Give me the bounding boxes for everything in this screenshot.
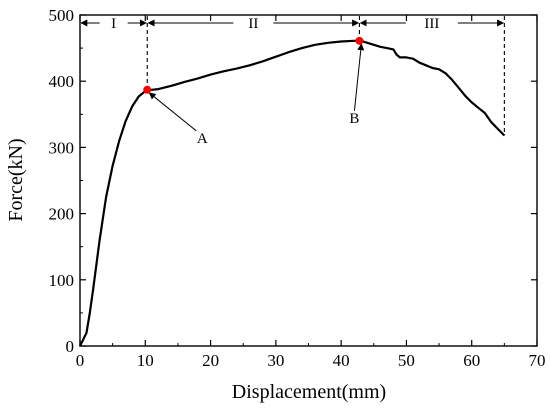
y-tick-label: 400: [49, 72, 75, 91]
x-tick-label: 50: [398, 351, 415, 370]
annotation-arrow: [148, 92, 197, 132]
x-axis-title: Displacement(mm): [232, 381, 386, 403]
y-tick-label: 500: [49, 6, 75, 25]
data-point-marker: [143, 85, 152, 94]
y-axis-title: Force(kN): [5, 138, 27, 221]
x-tick-label: 60: [463, 351, 480, 370]
y-tick-label: 0: [66, 337, 75, 356]
x-tick-label: 0: [76, 351, 85, 370]
series-line: [79, 39, 506, 347]
y-tick-label: 300: [49, 138, 75, 157]
x-tick-label: 70: [529, 351, 546, 370]
annotation-arrow: [353, 43, 365, 111]
x-tick-label: 20: [202, 351, 219, 370]
region-label: I: [111, 16, 116, 32]
x-tick-label: 30: [267, 351, 284, 370]
region-label: III: [424, 16, 439, 32]
point-label: A: [197, 131, 208, 147]
y-tick-label: 200: [49, 205, 75, 224]
plot-frame: [79, 14, 538, 347]
data-point-marker: [355, 36, 364, 45]
x-tick-label: 40: [333, 351, 350, 370]
y-tick-label: 100: [49, 271, 75, 290]
point-label: B: [349, 111, 359, 127]
region-label: II: [248, 16, 258, 32]
x-tick-label: 10: [137, 351, 154, 370]
